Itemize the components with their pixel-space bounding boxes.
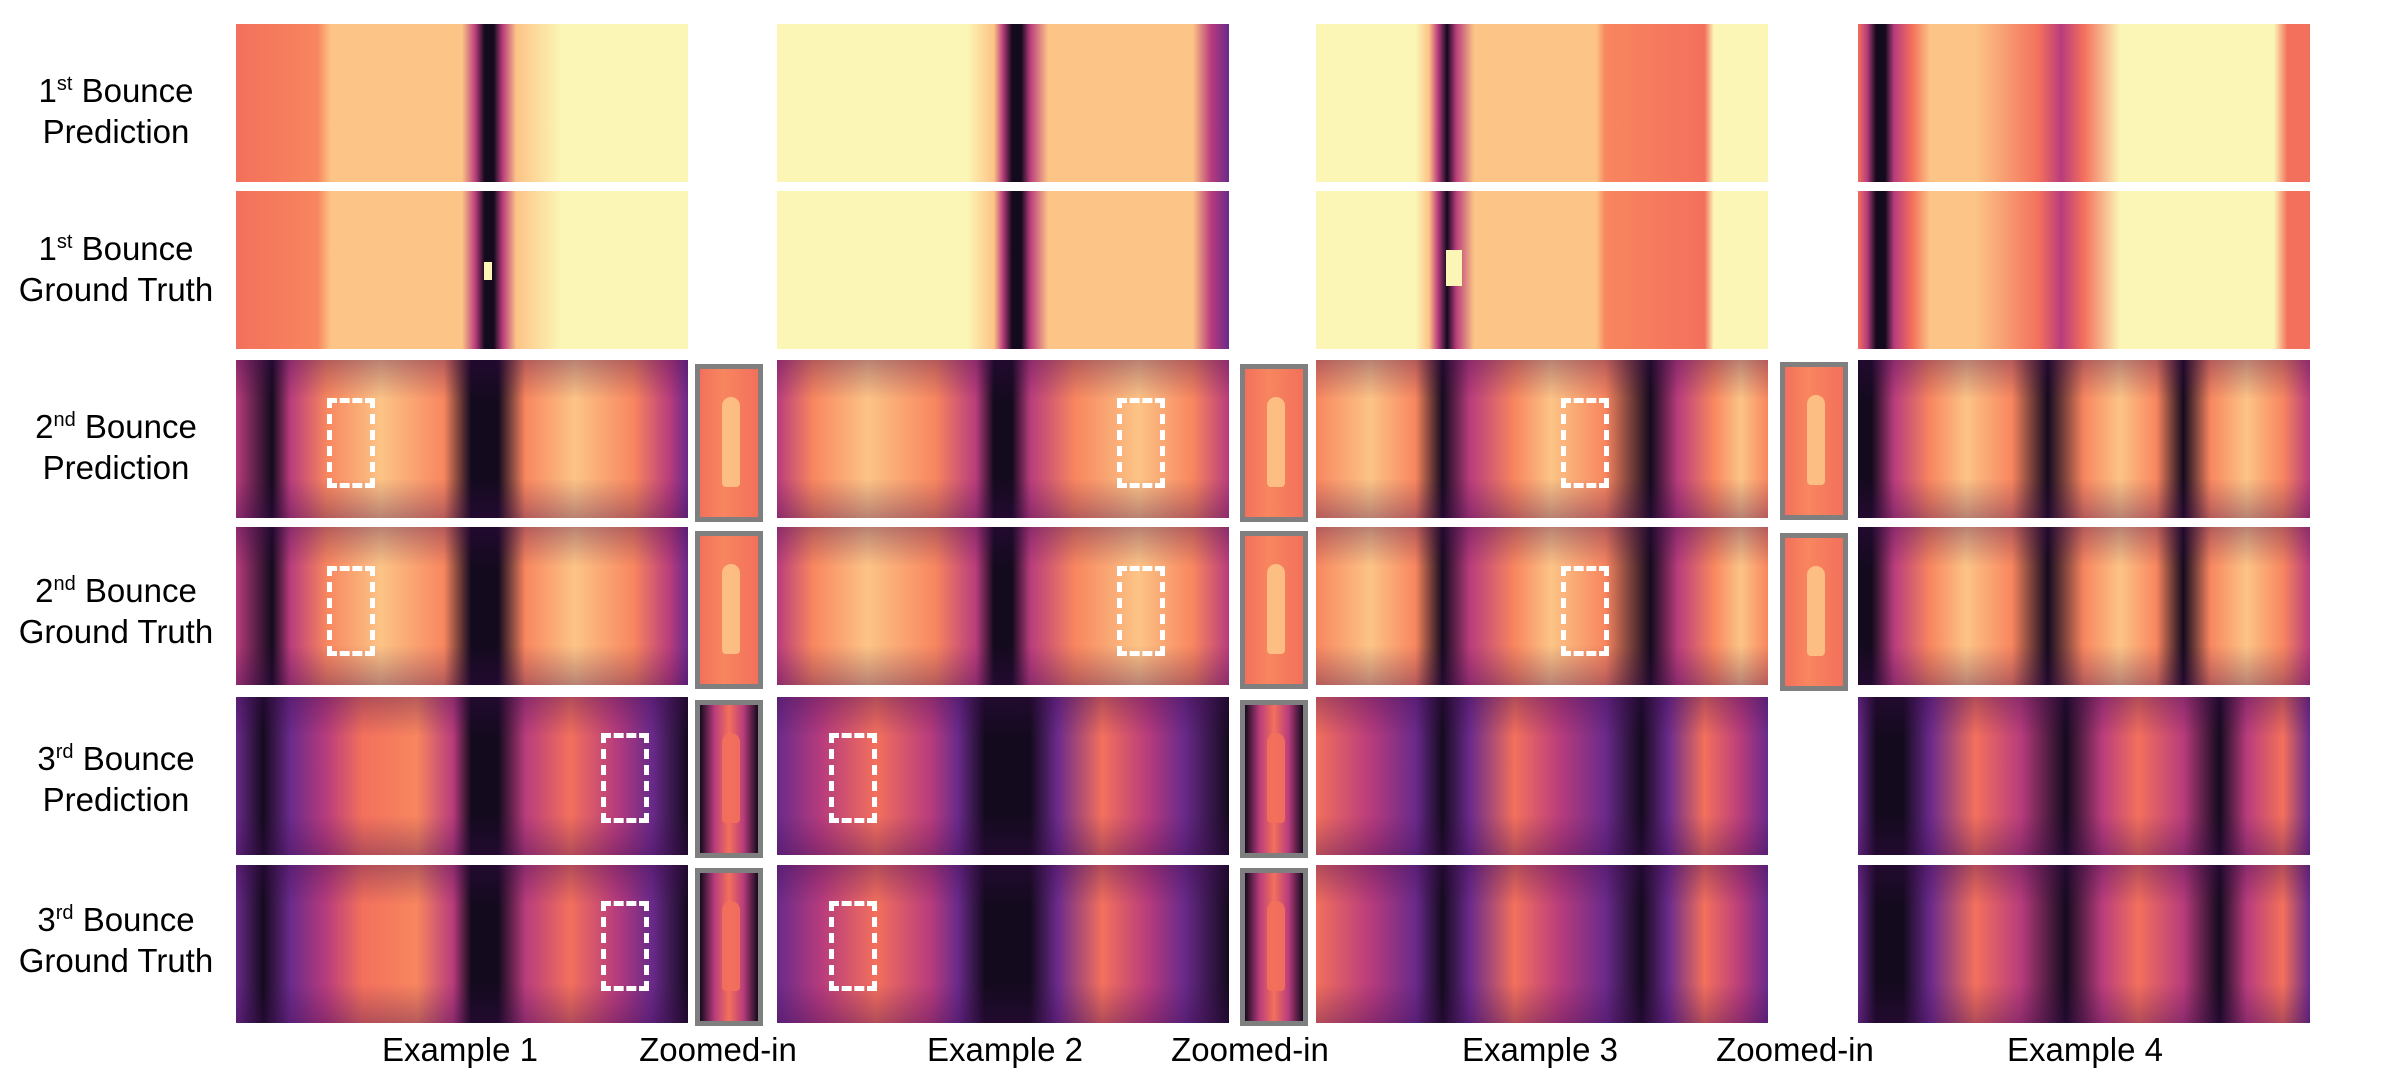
col-label-example-2: Example 2 xyxy=(927,1031,1083,1068)
row-label-2-sup: st xyxy=(56,231,73,253)
highlight-box-1 xyxy=(327,398,375,488)
highlight-box-6 xyxy=(1561,566,1609,656)
person-silhouette-2 xyxy=(722,564,740,654)
depth-map-row6-example4 xyxy=(1858,865,2310,1023)
row-label-6-kind: Ground Truth xyxy=(18,942,214,979)
depth-map-row6-example3 xyxy=(1316,865,1768,1023)
row-label-1-word: Bounce xyxy=(81,72,194,109)
zoomed-inset-9 xyxy=(1780,362,1848,520)
depth-map-row4-example3 xyxy=(1316,527,1768,685)
depth-map-row3-example3 xyxy=(1316,360,1768,518)
depth-map-row5-example1 xyxy=(236,697,688,855)
col-label-example-1: Example 1 xyxy=(382,1031,538,1068)
col-label-zoomed-1: Zoomed-in xyxy=(639,1031,797,1068)
zoomed-inset-2 xyxy=(695,531,763,689)
depth-map-row6-example2 xyxy=(777,865,1229,1023)
highlight-box-5 xyxy=(1561,398,1609,488)
row-label-1: 1st Bounce Prediction xyxy=(0,70,232,152)
col-label-example-4: Example 4 xyxy=(2007,1031,2163,1068)
row-label-3-num: 2 xyxy=(35,408,54,445)
zoomed-inset-4 xyxy=(695,868,763,1026)
person-silhouette-8 xyxy=(1267,901,1285,991)
row-label-3: 2nd Bounce Prediction xyxy=(0,406,232,488)
depth-map-row4-example1 xyxy=(236,527,688,685)
highlight-box-4 xyxy=(1117,566,1165,656)
row-label-6-sup: rd xyxy=(55,902,74,924)
row-label-1-kind: Prediction xyxy=(42,113,190,150)
depth-map-row2-example2 xyxy=(777,191,1229,349)
row-label-1-sup: st xyxy=(56,73,73,95)
depth-map-row5-example2 xyxy=(777,697,1229,855)
person-silhouette-7 xyxy=(1267,733,1285,823)
depth-map-row1-example1 xyxy=(236,24,688,182)
depth-map-row2-example3 xyxy=(1316,191,1768,349)
row-label-4-sup: nd xyxy=(53,573,76,595)
depth-map-row3-example2 xyxy=(777,360,1229,518)
zoomed-inset-6 xyxy=(1240,531,1308,689)
bright-window-2 xyxy=(1446,250,1462,286)
highlight-box-3 xyxy=(1117,398,1165,488)
row-label-4-kind: Ground Truth xyxy=(18,613,214,650)
row-label-2-num: 1 xyxy=(38,230,57,267)
zoomed-inset-3 xyxy=(695,700,763,858)
row-label-2: 1st Bounce Ground Truth xyxy=(0,228,232,310)
row-label-6-word: Bounce xyxy=(82,901,195,938)
person-silhouette-5 xyxy=(1267,397,1285,487)
depth-map-row5-example3 xyxy=(1316,697,1768,855)
highlight-box-2 xyxy=(327,566,375,656)
row-label-4-num: 2 xyxy=(35,572,54,609)
zoomed-inset-1 xyxy=(695,364,763,522)
bright-window-1 xyxy=(484,262,492,280)
zoomed-inset-8 xyxy=(1240,868,1308,1026)
row-label-4-word: Bounce xyxy=(84,572,197,609)
depth-map-row1-example2 xyxy=(777,24,1229,182)
row-label-3-sup: nd xyxy=(53,409,76,431)
highlight-box-8 xyxy=(601,901,649,991)
row-label-2-kind: Ground Truth xyxy=(18,271,214,308)
highlight-box-10 xyxy=(829,901,877,991)
person-silhouette-3 xyxy=(722,733,740,823)
row-label-6: 3rd Bounce Ground Truth xyxy=(0,899,232,981)
person-silhouette-9 xyxy=(1807,395,1825,485)
person-silhouette-6 xyxy=(1267,564,1285,654)
row-label-6-num: 3 xyxy=(37,901,56,938)
row-label-4: 2nd Bounce Ground Truth xyxy=(0,570,232,652)
row-label-5-kind: Prediction xyxy=(42,781,190,818)
depth-map-row1-example4 xyxy=(1858,24,2310,182)
col-label-zoomed-3: Zoomed-in xyxy=(1716,1031,1874,1068)
row-label-3-kind: Prediction xyxy=(42,449,190,486)
highlight-box-9 xyxy=(829,733,877,823)
zoomed-inset-7 xyxy=(1240,700,1308,858)
row-label-5-word: Bounce xyxy=(82,740,195,777)
depth-map-row5-example4 xyxy=(1858,697,2310,855)
row-label-2-word: Bounce xyxy=(81,230,194,267)
zoomed-inset-5 xyxy=(1240,364,1308,522)
depth-map-row3-example1 xyxy=(236,360,688,518)
person-silhouette-1 xyxy=(722,397,740,487)
col-label-zoomed-2: Zoomed-in xyxy=(1171,1031,1329,1068)
depth-map-row2-example4 xyxy=(1858,191,2310,349)
depth-map-row3-example4 xyxy=(1858,360,2310,518)
row-label-5-num: 3 xyxy=(37,740,56,777)
row-label-5: 3rd Bounce Prediction xyxy=(0,738,232,820)
person-silhouette-4 xyxy=(722,901,740,991)
person-silhouette-10 xyxy=(1807,566,1825,656)
zoomed-inset-10 xyxy=(1780,533,1848,691)
depth-map-row4-example2 xyxy=(777,527,1229,685)
depth-map-row4-example4 xyxy=(1858,527,2310,685)
depth-map-row1-example3 xyxy=(1316,24,1768,182)
row-label-1-num: 1 xyxy=(38,72,57,109)
highlight-box-7 xyxy=(601,733,649,823)
col-label-example-3: Example 3 xyxy=(1462,1031,1618,1068)
row-label-3-word: Bounce xyxy=(84,408,197,445)
depth-map-row2-example1 xyxy=(236,191,688,349)
row-label-5-sup: rd xyxy=(55,741,74,763)
depth-map-row6-example1 xyxy=(236,865,688,1023)
